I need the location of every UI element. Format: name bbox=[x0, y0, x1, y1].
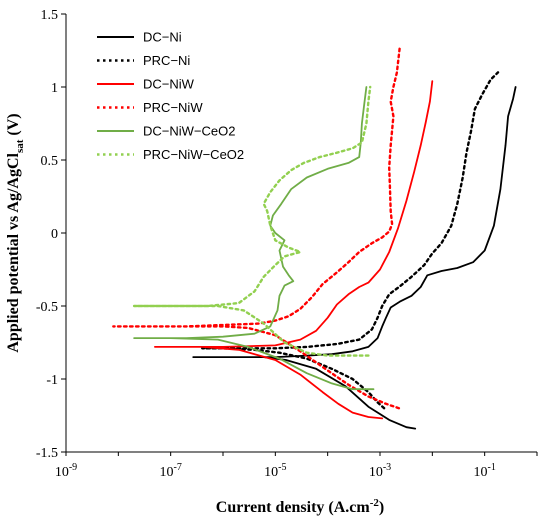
curves-layer bbox=[112, 44, 517, 430]
x-ticks: 10-9 10-7 10-5 10-3 10-1 bbox=[55, 452, 538, 480]
x-tick-label: 10-3 bbox=[369, 462, 391, 480]
legend-label-dc-ni: DC−Ni bbox=[143, 30, 182, 45]
series-dc-niw-ceo2-line bbox=[133, 86, 375, 391]
y-tick-label: 0 bbox=[51, 227, 58, 242]
legend-label-dc-niw: DC−NiW bbox=[143, 77, 195, 92]
legend-label-prc-niw-ceo2: PRC−NiW−CeO2 bbox=[143, 147, 244, 162]
y-ticks: 1.5 1 0.5 0 -0.5 -1 -1.5 bbox=[36, 8, 66, 461]
x-axis-title: Current density (A.cm-2) bbox=[216, 497, 384, 516]
y-tick-label: 0.5 bbox=[41, 154, 59, 169]
y-tick-label: 1 bbox=[51, 81, 58, 96]
legend-label-dc-niw-ceo2: DC−NiW−CeO2 bbox=[143, 124, 235, 139]
y-tick-label: -1 bbox=[46, 373, 58, 388]
y-tick-label: -1.5 bbox=[36, 446, 58, 461]
x-tick-label: 10-9 bbox=[55, 462, 77, 480]
series-prc-ni-line bbox=[201, 71, 500, 410]
series-dc-niw-line bbox=[154, 80, 434, 420]
series-prc-niw-line bbox=[112, 44, 402, 410]
x-tick-label: 10-5 bbox=[264, 462, 286, 480]
legend-label-prc-ni: PRC−Ni bbox=[143, 53, 190, 68]
x-tick-label: 10-7 bbox=[159, 462, 181, 480]
y-axis-title: Applied potential vs Ag/AgClsat (V) bbox=[5, 113, 26, 352]
legend-label-prc-niw: PRC−NiW bbox=[143, 100, 203, 115]
series-prc-niw-ceo2-line bbox=[132, 85, 372, 357]
x-tick-label: 10-1 bbox=[473, 462, 495, 480]
legend: DC−Ni PRC−Ni DC−NiW PRC−NiW DC−NiW−CeO2 PRC−N… bbox=[97, 30, 244, 162]
axes bbox=[65, 14, 537, 453]
y-tick-label: -0.5 bbox=[36, 300, 58, 315]
series-dc-ni-line bbox=[192, 86, 517, 430]
y-tick-label: 1.5 bbox=[41, 8, 59, 23]
